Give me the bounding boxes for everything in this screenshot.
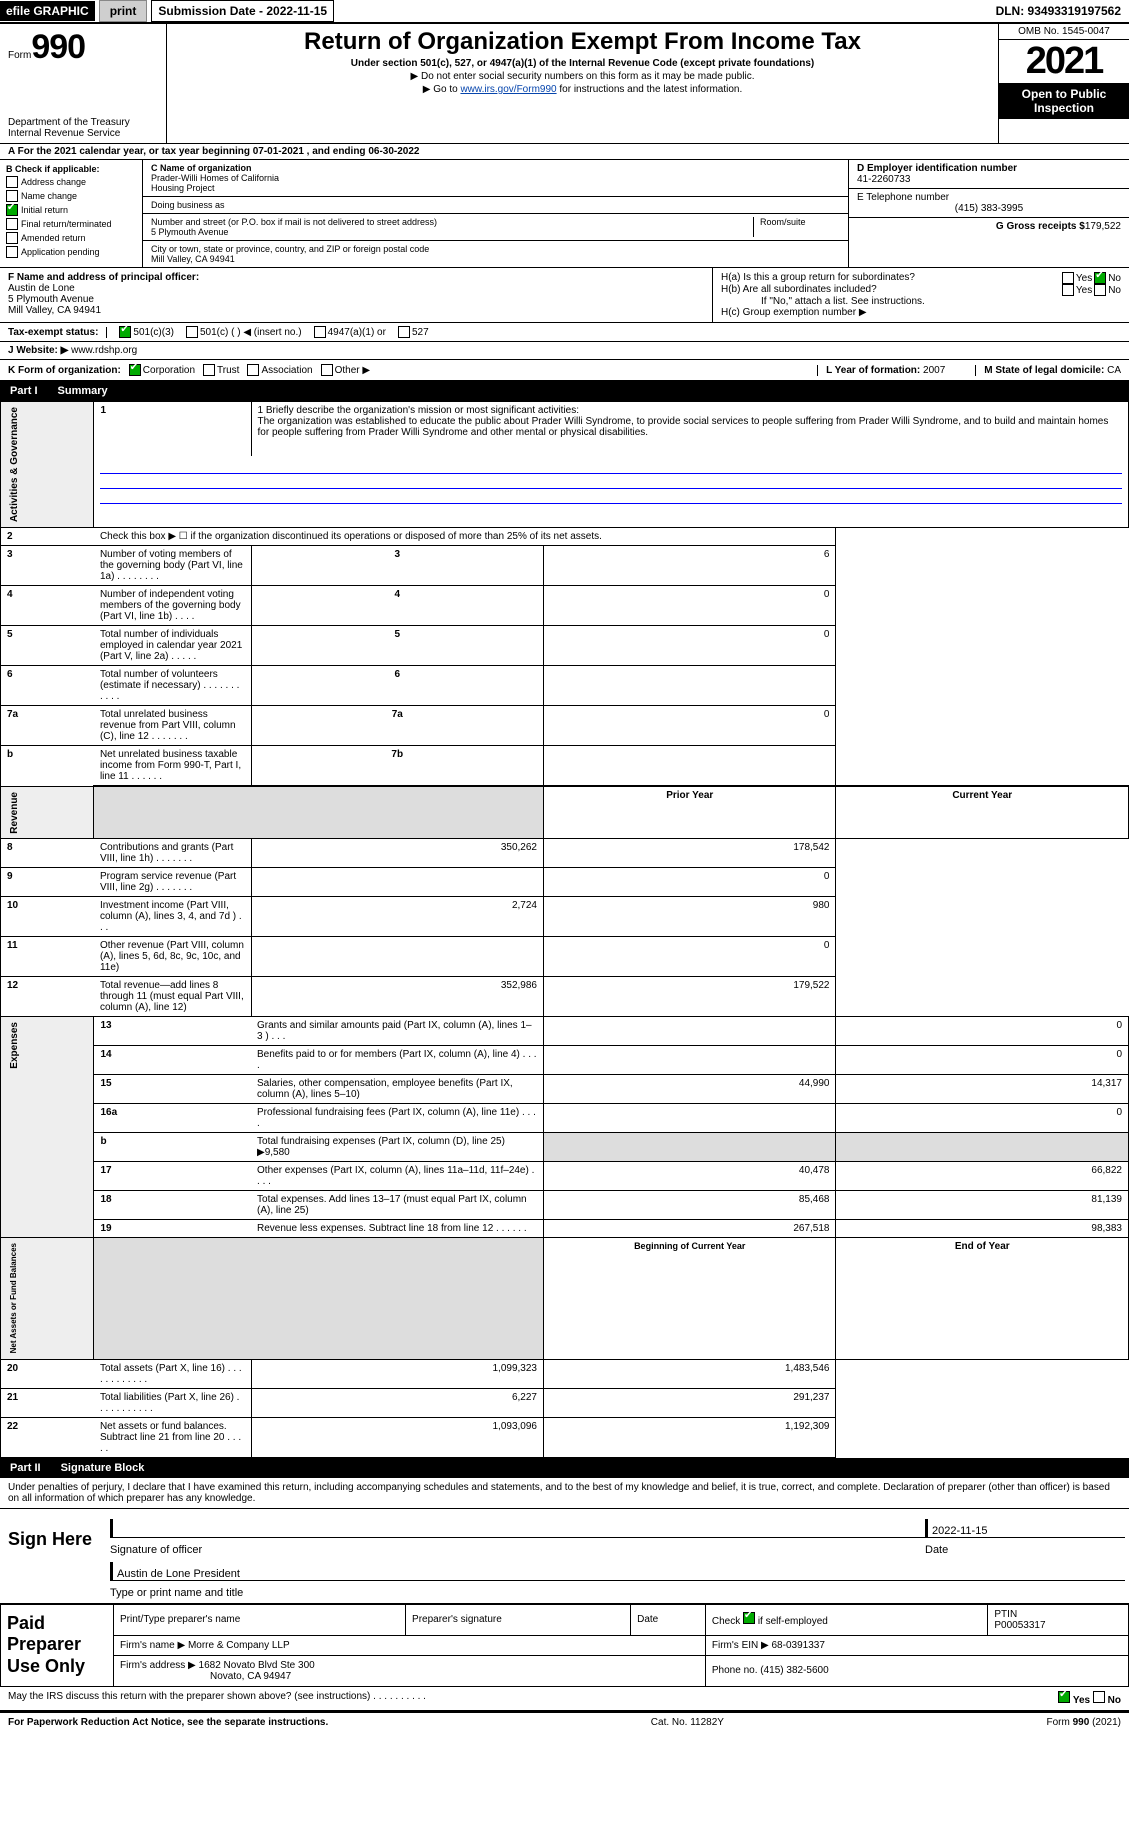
dba-row: Doing business as <box>143 197 848 214</box>
block-b-checkbox-3[interactable] <box>6 218 18 230</box>
sign-here-block: Sign Here Signature of officer 2022-11-1… <box>0 1509 1129 1604</box>
gross-receipts-row: G Gross receipts $179,522 <box>849 218 1129 235</box>
block-b-checkbox-5[interactable] <box>6 246 18 258</box>
block-de: D Employer identification number 41-2260… <box>848 160 1129 267</box>
top-bar: efile GRAPHIC print Submission Date - 20… <box>0 0 1129 24</box>
website-value: www.rdshp.org <box>71 345 137 356</box>
vert-revenue: Revenue <box>7 790 22 836</box>
irs-link[interactable]: www.irs.gov/Form990 <box>460 84 556 95</box>
footer: For Paperwork Reduction Act Notice, see … <box>0 1712 1129 1732</box>
department-label: Department of the Treasury Internal Reve… <box>8 117 158 139</box>
vert-governance: Activities & Governance <box>7 405 22 524</box>
form-instruction-1: ▶ Do not enter social security numbers o… <box>171 71 994 82</box>
phone-row: E Telephone number (415) 383-3995 <box>849 189 1129 218</box>
header-center: Return of Organization Exempt From Incom… <box>167 24 998 143</box>
omb-number: OMB No. 1545-0047 <box>999 24 1129 40</box>
public-inspection-label: Open to Public Inspection <box>999 83 1129 119</box>
paid-preparer-label: Paid Preparer Use Only <box>1 1604 114 1686</box>
top-left: efile GRAPHIC print Submission Date - 20… <box>0 0 334 22</box>
discuss-row: May the IRS discuss this return with the… <box>0 1687 1129 1712</box>
dln-label: DLN: 93493319197562 <box>988 1 1129 21</box>
block-c: C Name of organization Prader-Willi Home… <box>143 160 848 267</box>
signature-declaration: Under penalties of perjury, I declare th… <box>0 1478 1129 1509</box>
submission-date: Submission Date - 2022-11-15 <box>151 0 334 22</box>
blocks-fh: F Name and address of principal officer:… <box>0 268 1129 323</box>
row-i-label: Tax-exempt status: <box>8 327 107 338</box>
block-f: F Name and address of principal officer:… <box>0 268 713 322</box>
501c-checkbox[interactable] <box>186 326 198 338</box>
ha-no-checkbox[interactable] <box>1094 272 1106 284</box>
block-b-label: B Check if applicable: <box>6 164 136 174</box>
block-b-checkbox-2[interactable] <box>6 204 18 216</box>
self-employed-checkbox[interactable] <box>743 1612 755 1624</box>
city-row: City or town, state or province, country… <box>143 241 848 267</box>
501c3-checkbox[interactable] <box>119 326 131 338</box>
part-i-bar: Part I Summary <box>0 381 1129 401</box>
4947-checkbox[interactable] <box>314 326 326 338</box>
discuss-yes-checkbox[interactable] <box>1058 1691 1070 1703</box>
527-checkbox[interactable] <box>398 326 410 338</box>
vert-net: Net Assets or Fund Balances <box>7 1241 20 1355</box>
sign-here-label: Sign Here <box>0 1509 106 1603</box>
block-b-checkbox-1[interactable] <box>6 190 18 202</box>
form-instruction-2: ▶ Go to www.irs.gov/Form990 for instruct… <box>171 84 994 95</box>
preparer-table: Paid Preparer Use Only Print/Type prepar… <box>0 1604 1129 1687</box>
form-title: Return of Organization Exempt From Incom… <box>171 28 994 56</box>
discuss-no-checkbox[interactable] <box>1093 1691 1105 1703</box>
footer-right: Form 990 (2021) <box>1047 1717 1121 1728</box>
summary-table: Activities & Governance 1 1 Briefly desc… <box>0 401 1129 1458</box>
ha-yes-checkbox[interactable] <box>1062 272 1074 284</box>
form-identifier: Form990 Department of the Treasury Inter… <box>0 24 167 143</box>
org-name-row: C Name of organization Prader-Willi Home… <box>143 160 848 197</box>
ein-row: D Employer identification number 41-2260… <box>849 160 1129 189</box>
form-subtitle: Under section 501(c), 527, or 4947(a)(1)… <box>171 58 994 69</box>
trust-checkbox[interactable] <box>203 364 215 376</box>
row-j: J Website: ▶ www.rdshp.org <box>0 342 1129 360</box>
form-header: Form990 Department of the Treasury Inter… <box>0 24 1129 144</box>
hb-yes-checkbox[interactable] <box>1062 284 1074 296</box>
block-b: B Check if applicable: Address changeNam… <box>0 160 143 267</box>
block-b-checkbox-4[interactable] <box>6 232 18 244</box>
form-number: 990 <box>31 28 85 66</box>
blocks-bcde: B Check if applicable: Address changeNam… <box>0 160 1129 268</box>
other-checkbox[interactable] <box>321 364 333 376</box>
tax-year: 2021 <box>999 40 1129 83</box>
corp-checkbox[interactable] <box>129 364 141 376</box>
block-b-checkbox-0[interactable] <box>6 176 18 188</box>
footer-left: For Paperwork Reduction Act Notice, see … <box>8 1717 328 1728</box>
footer-mid: Cat. No. 11282Y <box>651 1717 724 1728</box>
efile-label: efile GRAPHIC <box>0 1 95 21</box>
print-button[interactable]: print <box>99 0 148 22</box>
section-a: A For the 2021 calendar year, or tax yea… <box>0 144 1129 160</box>
street-row: Number and street (or P.O. box if mail i… <box>143 214 848 241</box>
assoc-checkbox[interactable] <box>247 364 259 376</box>
header-right: OMB No. 1545-0047 2021 Open to Public In… <box>998 24 1129 143</box>
form-label: Form <box>8 50 31 61</box>
part-ii-bar: Part II Signature Block <box>0 1458 1129 1478</box>
signature-fields: Signature of officer 2022-11-15Date Aust… <box>106 1509 1129 1603</box>
row-kl: K Form of organization: Corporation Trus… <box>0 360 1129 381</box>
hb-no-checkbox[interactable] <box>1094 284 1106 296</box>
block-h: H(a) Is this a group return for subordin… <box>713 268 1129 322</box>
row-i: Tax-exempt status: 501(c)(3) 501(c) ( ) … <box>0 323 1129 342</box>
